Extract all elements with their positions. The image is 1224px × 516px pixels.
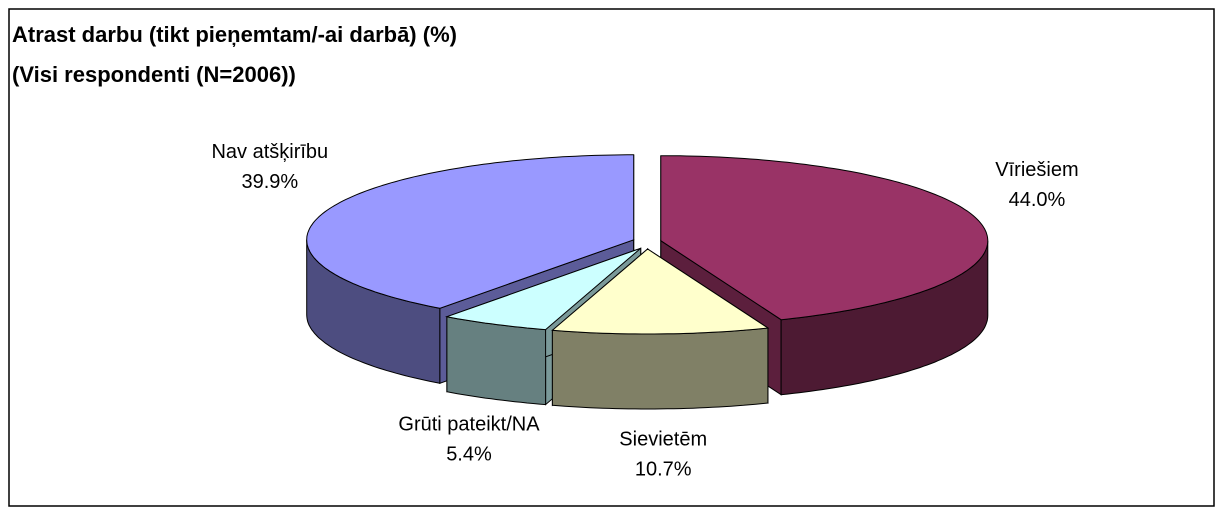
slice-value-label: 10.7% (635, 459, 692, 481)
slice-top (551, 248, 770, 335)
slice-side (551, 327, 769, 410)
slice-label: Grūti pateikt/NA (398, 413, 540, 435)
slice-value-label: 5.4% (446, 443, 492, 465)
slice-value-label: 44.0% (1009, 189, 1066, 211)
slice-top (444, 247, 642, 331)
slice-top (306, 154, 635, 309)
slice-top (660, 155, 989, 321)
slice-label: Sievietēm (619, 429, 707, 451)
slice-side (446, 316, 547, 406)
chart-title: Atrast darbu (tikt pieņemtam/-ai darbā) … (12, 22, 457, 47)
slice-label: Nav atšķirību (211, 141, 328, 163)
slice-label: Vīriešiem (995, 159, 1078, 181)
slice-value-label: 39.9% (241, 171, 298, 193)
chart-subtitle: (Visi respondenti (N=2006)) (12, 62, 296, 87)
pie-slice (551, 247, 770, 410)
